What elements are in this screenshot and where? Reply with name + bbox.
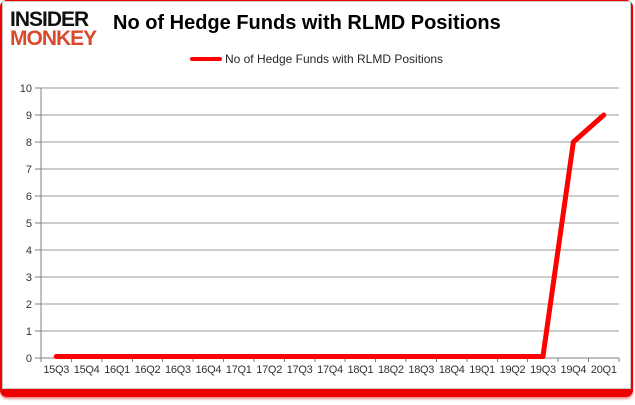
logo-text-insider: INSIDER (10, 8, 89, 31)
x-axis-label: 16Q4 (195, 364, 221, 376)
x-axis-label: 18Q3 (408, 364, 434, 376)
x-axis-label: 15Q4 (74, 364, 100, 376)
x-axis-label: 16Q2 (135, 364, 161, 376)
x-axis-label: 18Q2 (378, 364, 404, 376)
y-axis-label: 2 (26, 299, 32, 311)
chart-title: No of Hedge Funds with RLMD Positions (113, 12, 501, 34)
series-line (53, 112, 607, 359)
line-chart-plot: 0 1 2 3 4 5 6 7 8 9 10 15Q3 15Q4 16Q1 16Q2 16Q3 16Q4 17Q1… (20, 83, 620, 376)
y-axis-label: 3 (26, 272, 32, 284)
x-axis-label: 17Q2 (256, 364, 282, 376)
chart-card: INSIDER MONKEY No of Hedge Funds with RL… (2, 1, 631, 389)
x-axis-label: 18Q4 (439, 364, 465, 376)
y-axis-label: 4 (26, 245, 32, 257)
x-axis-label: 20Q1 (591, 364, 617, 376)
x-axis-label: 16Q1 (104, 364, 130, 376)
logo-text-monkey: MONKEY (10, 27, 97, 51)
x-axis-label: 19Q3 (530, 364, 556, 376)
x-axis-label: 19Q4 (561, 364, 587, 376)
y-axis-label: 0 (26, 353, 32, 365)
legend-line-marker (189, 57, 222, 61)
y-axis-label: 10 (20, 83, 32, 95)
y-axis-label: 5 (26, 218, 32, 230)
y-axis-label: 7 (26, 164, 32, 176)
x-axis-label: 17Q1 (226, 364, 252, 376)
insider-monkey-logo: INSIDER MONKEY (10, 8, 114, 51)
x-axis-label: 19Q2 (500, 364, 526, 376)
y-axis-label: 9 (26, 110, 32, 122)
x-axis-label: 15Q3 (43, 364, 69, 376)
legend: No of Hedge Funds with RLMD Positions (3, 52, 630, 66)
y-axis-label: 8 (26, 137, 32, 149)
y-axis-label: 1 (26, 326, 32, 338)
x-axis-label: 19Q1 (469, 364, 495, 376)
legend-label: No of Hedge Funds with RLMD Positions (224, 52, 444, 66)
x-axis-label: 17Q4 (317, 364, 343, 376)
y-axis-label: 6 (26, 191, 32, 203)
x-axis-label: 17Q3 (287, 364, 313, 376)
x-axis-label: 16Q3 (165, 364, 191, 376)
x-axis-label: 18Q1 (348, 364, 374, 376)
